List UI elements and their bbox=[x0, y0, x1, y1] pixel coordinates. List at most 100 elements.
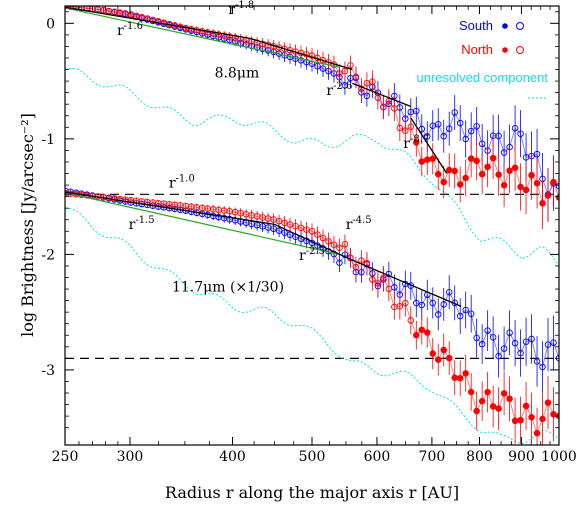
south-data-point bbox=[544, 341, 552, 348]
power-law-label: r-2.6 bbox=[326, 81, 352, 99]
band-label: 11.7μm (×1/30) bbox=[172, 279, 284, 295]
south-data-point bbox=[533, 358, 541, 365]
model-line bbox=[71, 8, 340, 68]
south-data-point bbox=[270, 225, 277, 233]
x-tick-label: 700 bbox=[419, 449, 446, 465]
y-tick-label: -3 bbox=[41, 363, 55, 379]
south-data-point bbox=[281, 229, 288, 236]
power-law-label: r-4.5 bbox=[346, 215, 372, 233]
power-law-fit-line bbox=[352, 82, 412, 108]
x-tick-label: 1000 bbox=[541, 449, 577, 465]
power-law-label: r-1.0 bbox=[169, 173, 195, 191]
south-data-point bbox=[489, 334, 497, 341]
south-data-point bbox=[500, 345, 508, 352]
legend-unresolved-label: unresolved component bbox=[416, 70, 548, 85]
x-tick-label: 300 bbox=[117, 449, 144, 465]
north-data-point bbox=[402, 299, 409, 307]
south-data-point bbox=[539, 363, 546, 371]
legend-south-label: South bbox=[459, 18, 493, 33]
south-data-point bbox=[478, 340, 486, 348]
model-line bbox=[71, 193, 340, 255]
power-law-label: r-1.5 bbox=[129, 215, 155, 233]
y-axis-title: log Brightness [Jy/arcsec⁻²] bbox=[18, 113, 37, 337]
south-data-point bbox=[473, 123, 480, 130]
legend-south-open-marker bbox=[516, 22, 524, 30]
south-data-point bbox=[500, 149, 508, 156]
x-tick-label: 250 bbox=[52, 449, 79, 465]
south-data-point bbox=[528, 335, 535, 343]
north-series-line bbox=[65, 192, 559, 435]
south-data-point bbox=[434, 121, 442, 128]
north-data-point bbox=[341, 240, 349, 248]
south-data-point bbox=[451, 109, 458, 116]
north-data-point bbox=[402, 127, 409, 134]
north-data-point bbox=[380, 274, 387, 282]
south-data-point bbox=[550, 339, 557, 346]
south-data-point bbox=[473, 334, 480, 342]
north-data-point bbox=[374, 94, 382, 101]
north-data-point bbox=[341, 67, 349, 75]
north-data-point bbox=[352, 263, 360, 271]
unresolved-component-curve bbox=[65, 207, 559, 445]
north-data-point bbox=[336, 70, 343, 77]
north-data-point bbox=[325, 238, 332, 245]
power-law-fit-line bbox=[274, 223, 353, 261]
north-data-point bbox=[308, 228, 316, 235]
south-data-point bbox=[517, 349, 524, 357]
unresolved-component-curve bbox=[65, 67, 559, 267]
legend-north-open-marker bbox=[516, 46, 524, 54]
north-data-point bbox=[369, 276, 376, 283]
power-law-label: r-1.6 bbox=[117, 21, 143, 39]
south-data-point bbox=[275, 227, 283, 234]
north-data-point bbox=[314, 231, 321, 238]
x-axis-title: Radius r along the major axis r [AU] bbox=[165, 483, 459, 502]
south-data-point bbox=[445, 288, 453, 296]
north-data-point bbox=[330, 241, 338, 248]
south-data-point bbox=[462, 135, 469, 143]
north-series-line bbox=[65, 6, 559, 205]
power-law-fit-line bbox=[65, 191, 275, 225]
south-data-point bbox=[434, 311, 442, 318]
south-data-point bbox=[440, 301, 447, 308]
south-data-point bbox=[506, 329, 513, 337]
band-label: 8.8μm bbox=[215, 66, 260, 82]
y-tick-label: -1 bbox=[41, 132, 55, 148]
north-data-point bbox=[319, 234, 327, 242]
south-data-point bbox=[555, 182, 559, 190]
y-tick-label: 0 bbox=[46, 16, 55, 32]
south-data-point bbox=[467, 310, 475, 318]
x-tick-label: 500 bbox=[299, 449, 326, 465]
south-data-point bbox=[522, 338, 530, 346]
south-data-point bbox=[533, 150, 541, 158]
power-law-label: r-8.7 bbox=[403, 134, 429, 152]
north-data-point bbox=[385, 285, 393, 293]
south-data-point bbox=[456, 312, 464, 320]
power-law-label: r-2.5 bbox=[299, 246, 325, 264]
north-data-point bbox=[352, 73, 360, 81]
south-data-point bbox=[467, 127, 475, 135]
north-data-point bbox=[407, 317, 415, 324]
south-data-point bbox=[517, 130, 524, 137]
power-law-fit-line bbox=[410, 117, 448, 174]
power-law-label: r-1.8 bbox=[228, 0, 254, 18]
legend-south-filled-marker bbox=[502, 23, 508, 29]
north-data-point bbox=[396, 124, 404, 132]
south-data-point bbox=[418, 125, 426, 133]
south-data-point bbox=[429, 299, 437, 307]
south-data-point bbox=[445, 125, 453, 132]
y-tick-label: -2 bbox=[41, 247, 55, 263]
legend-north-label: North bbox=[461, 42, 493, 57]
north-data-point bbox=[369, 78, 376, 86]
power-law-fit-line bbox=[352, 259, 462, 307]
south-data-point bbox=[341, 82, 349, 89]
south-data-point bbox=[495, 352, 502, 360]
south-data-point bbox=[336, 259, 343, 266]
north-data-point bbox=[308, 52, 316, 59]
x-tick-label: 600 bbox=[364, 449, 391, 465]
x-tick-label: 800 bbox=[466, 449, 493, 465]
north-data-point bbox=[407, 123, 415, 130]
power-law-fit-line bbox=[249, 37, 353, 71]
south-data-point bbox=[413, 299, 420, 307]
north-data-point bbox=[374, 280, 382, 287]
south-data-point bbox=[462, 306, 469, 314]
